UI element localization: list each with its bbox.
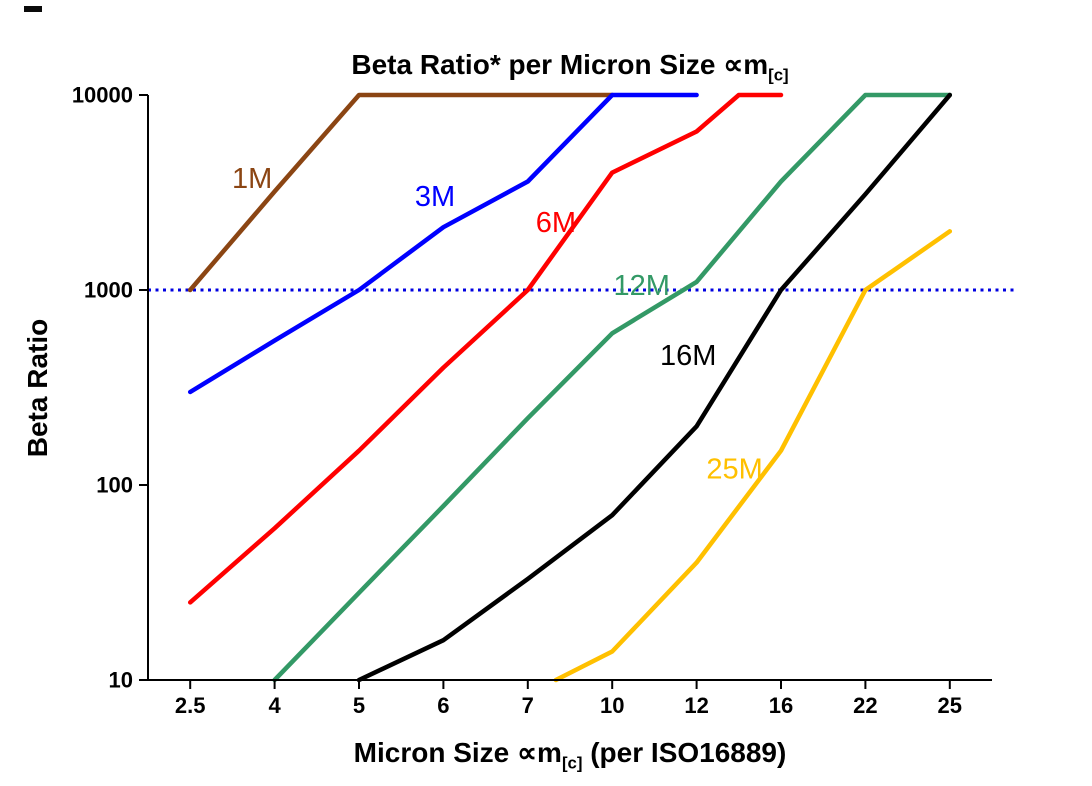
x-tick-label: 4 xyxy=(268,693,281,718)
series-line-16M xyxy=(356,92,953,683)
series-line-6M xyxy=(187,92,784,605)
x-tick-label: 2.5 xyxy=(175,693,206,718)
x-tick-label: 16 xyxy=(769,693,793,718)
x-axis-title: Micron Size ∝m[c] (per ISO16889) xyxy=(148,736,992,774)
chart-title: Beta Ratio* per Micron Size ∝m[c] xyxy=(148,48,992,86)
x-axis-title-text: Micron Size xyxy=(353,737,518,768)
y-tick-label: 1000 xyxy=(84,278,133,303)
series-label-12M: 12M xyxy=(613,270,669,302)
top-left-artifact-mark xyxy=(24,6,42,12)
y-tick-label: 10000 xyxy=(72,83,133,108)
series-label-16M: 16M xyxy=(660,340,716,372)
chart-title-subscript: [c] xyxy=(768,65,789,85)
x-axis-title-symbol: ∝m xyxy=(517,737,562,768)
chart-title-text: Beta Ratio* per Micron Size xyxy=(351,49,724,80)
x-tick-label: 12 xyxy=(684,693,708,718)
x-tick-label: 25 xyxy=(938,693,962,718)
x-axis-title-suffix: (per ISO16889) xyxy=(582,737,787,768)
x-tick-label: 22 xyxy=(853,693,877,718)
series-label-1M: 1M xyxy=(232,163,272,195)
x-tick-label: 5 xyxy=(353,693,365,718)
x-axis-title-subscript: [c] xyxy=(561,753,583,773)
series-line-1M xyxy=(187,92,615,293)
series-label-25M: 25M xyxy=(706,454,762,486)
series-line-25M xyxy=(553,229,953,683)
y-axis-title: Beta Ratio xyxy=(22,318,53,458)
series-line-12M xyxy=(272,92,953,683)
series-line-3M xyxy=(187,92,699,395)
chart-title-symbol: ∝m xyxy=(723,49,769,80)
x-tick-label: 6 xyxy=(437,693,449,718)
x-tick-label: 7 xyxy=(522,693,534,718)
series-label-6M: 6M xyxy=(536,207,576,239)
series-label-3M: 3M xyxy=(415,181,455,213)
y-tick-label: 100 xyxy=(96,473,133,498)
x-tick-label: 10 xyxy=(600,693,624,718)
y-tick-label: 10 xyxy=(109,668,133,693)
